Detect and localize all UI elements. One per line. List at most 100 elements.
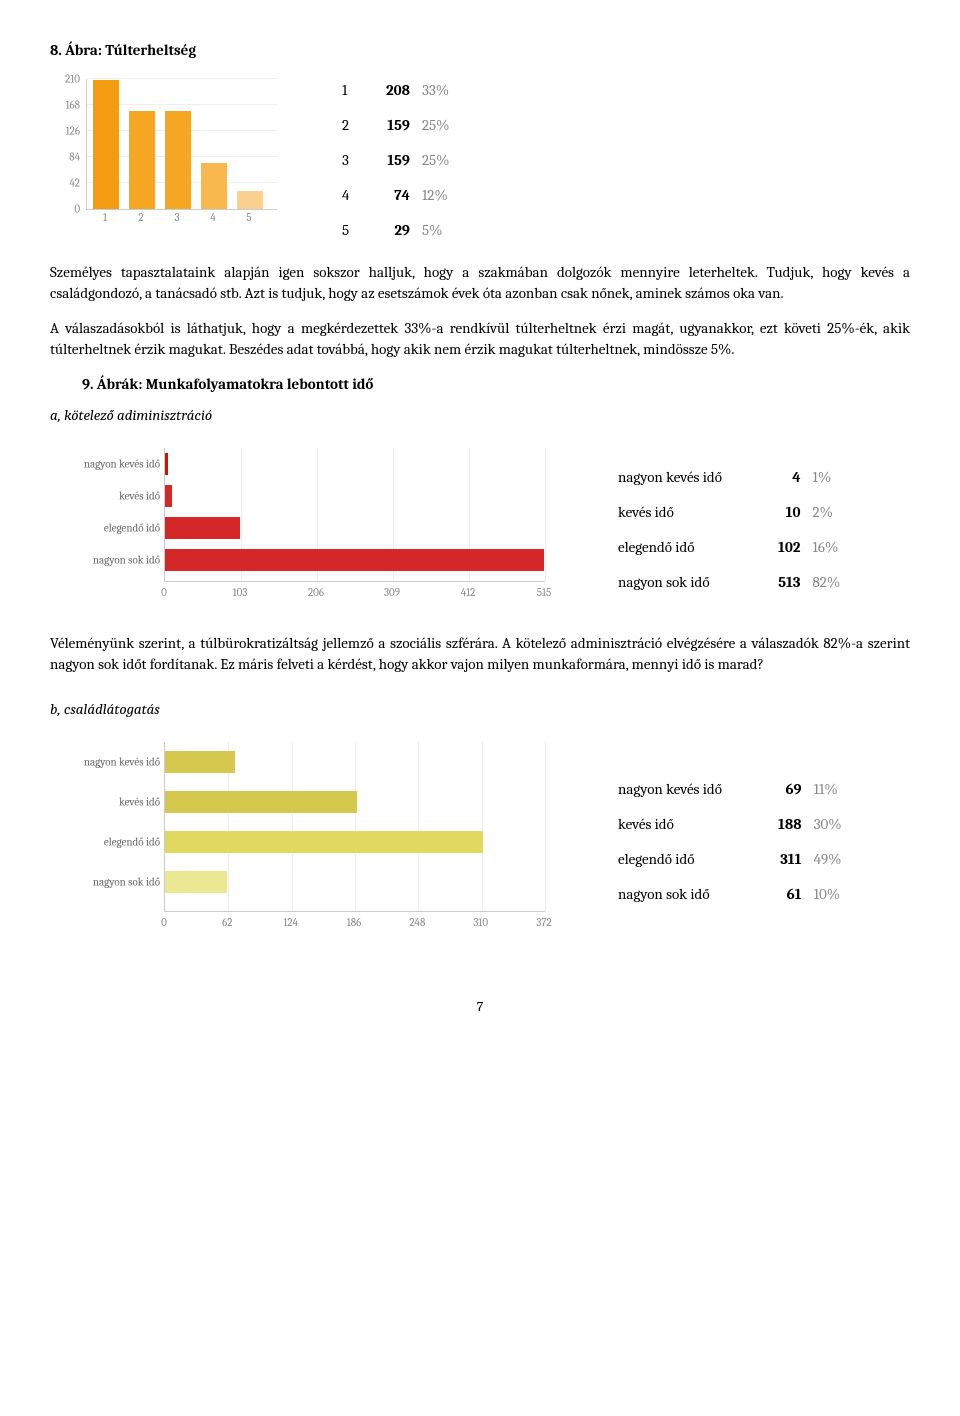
category-label: elegendő idő <box>104 834 160 849</box>
x-tick-label: 309 <box>384 585 400 600</box>
row-pct: 5% <box>420 213 460 248</box>
section8-table: 120833%215925%315925%47412%5295% <box>332 73 460 248</box>
row-label: kevés idő <box>608 807 768 842</box>
category-label: nagyon sok idő <box>93 552 160 567</box>
bar <box>165 485 172 507</box>
row-pct: 25% <box>420 108 460 143</box>
section9b-chart: 062124186248310372nagyon kevés időkevés … <box>50 734 560 949</box>
table-row: elegendő idő31149% <box>608 842 852 877</box>
section9b-table: nagyon kevés idő6911%kevés idő18830%eleg… <box>608 772 852 912</box>
table-row: nagyon kevés idő41% <box>608 460 850 495</box>
bar <box>129 111 155 209</box>
row-pct: 25% <box>420 143 460 178</box>
row-label: elegendő idő <box>608 530 768 565</box>
section9a-row: 0103206309412515nagyon kevés időkevés id… <box>50 440 910 619</box>
x-tick-label: 206 <box>308 585 324 600</box>
table-row: 215925% <box>332 108 460 143</box>
category-label: nagyon kevés idő <box>84 456 160 471</box>
row-value: 159 <box>376 143 420 178</box>
bar <box>165 791 357 813</box>
bar <box>165 517 240 539</box>
category-label: kevés idő <box>119 794 160 809</box>
row-pct: 82% <box>810 565 850 600</box>
section9a-chart: 0103206309412515nagyon kevés időkevés id… <box>50 440 560 619</box>
row-pct: 10% <box>812 877 852 912</box>
y-tick-label: 84 <box>54 149 80 164</box>
table-row: 47412% <box>332 178 460 213</box>
row-value: 10 <box>768 495 810 530</box>
bar <box>93 80 119 209</box>
row-pct: 12% <box>420 178 460 213</box>
row-value: 513 <box>768 565 810 600</box>
bar <box>165 111 191 209</box>
row-label: nagyon kevés idő <box>608 772 768 807</box>
table-row: nagyon kevés idő6911% <box>608 772 852 807</box>
section9b-label: b, családlátogatás <box>50 699 910 720</box>
x-tick-label: 4 <box>210 210 215 225</box>
x-tick-label: 103 <box>233 585 248 600</box>
category-label: nagyon kevés idő <box>84 754 160 769</box>
x-tick-label: 62 <box>222 915 232 930</box>
bar <box>165 549 544 571</box>
row-label: kevés idő <box>608 495 768 530</box>
section9b-row: 062124186248310372nagyon kevés időkevés … <box>50 734 910 949</box>
section9a-label: a, kötelező adiminisztráció <box>50 405 910 426</box>
y-tick-label: 168 <box>54 97 80 112</box>
row-pct: 11% <box>812 772 852 807</box>
table-row: kevés idő102% <box>608 495 850 530</box>
x-tick-label: 412 <box>461 585 476 600</box>
table-row: kevés idő18830% <box>608 807 852 842</box>
row-index: 5 <box>332 213 376 248</box>
table-row: nagyon sok idő51382% <box>608 565 850 600</box>
row-value: 102 <box>768 530 810 565</box>
category-label: nagyon sok idő <box>93 874 160 889</box>
bar <box>165 453 168 475</box>
x-tick-label: 310 <box>473 915 488 930</box>
section8-para1: Személyes tapasztalataink alapján igen s… <box>50 262 910 304</box>
category-label: kevés idő <box>119 488 160 503</box>
row-pct: 16% <box>810 530 850 565</box>
table-row: 120833% <box>332 73 460 108</box>
y-tick-label: 126 <box>54 123 80 138</box>
row-value: 69 <box>768 772 812 807</box>
x-tick-label: 515 <box>537 585 551 600</box>
x-tick-label: 2 <box>138 210 143 225</box>
bar <box>165 831 483 853</box>
table-row: nagyon sok idő6110% <box>608 877 852 912</box>
row-index: 4 <box>332 178 376 213</box>
row-value: 311 <box>768 842 812 877</box>
row-value: 4 <box>768 460 810 495</box>
section9a-para: Véleményünk szerint, a túlbürokratizálts… <box>50 633 910 675</box>
bar <box>165 751 235 773</box>
row-label: elegendő idő <box>608 842 768 877</box>
x-tick-label: 0 <box>161 915 167 930</box>
row-pct: 2% <box>810 495 850 530</box>
x-tick-label: 1 <box>103 210 107 225</box>
row-value: 61 <box>768 877 812 912</box>
category-label: elegendő idő <box>104 520 160 535</box>
row-value: 188 <box>768 807 812 842</box>
row-value: 74 <box>376 178 420 213</box>
section8-chart: 0428412616821012345 <box>54 73 284 233</box>
x-tick-label: 5 <box>246 210 251 225</box>
row-pct: 1% <box>810 460 850 495</box>
table-row: 315925% <box>332 143 460 178</box>
row-pct: 33% <box>420 73 460 108</box>
x-tick-label: 248 <box>409 915 425 930</box>
section9-title: 9. Ábrák: Munkafolyamatokra lebontott id… <box>82 374 910 395</box>
page-number: 7 <box>50 997 910 1017</box>
y-tick-label: 210 <box>54 71 80 86</box>
row-value: 29 <box>376 213 420 248</box>
x-tick-label: 372 <box>536 915 551 930</box>
row-index: 3 <box>332 143 376 178</box>
row-value: 208 <box>376 73 420 108</box>
section8-row: 0428412616821012345 120833%215925%315925… <box>50 73 910 248</box>
bar <box>237 191 263 209</box>
x-tick-label: 124 <box>283 915 298 930</box>
row-label: nagyon sok idő <box>608 877 768 912</box>
y-tick-label: 42 <box>54 175 80 190</box>
section9a-table: nagyon kevés idő41%kevés idő102%elegendő… <box>608 460 850 600</box>
bar <box>165 871 227 893</box>
row-value: 159 <box>376 108 420 143</box>
row-index: 1 <box>332 73 376 108</box>
